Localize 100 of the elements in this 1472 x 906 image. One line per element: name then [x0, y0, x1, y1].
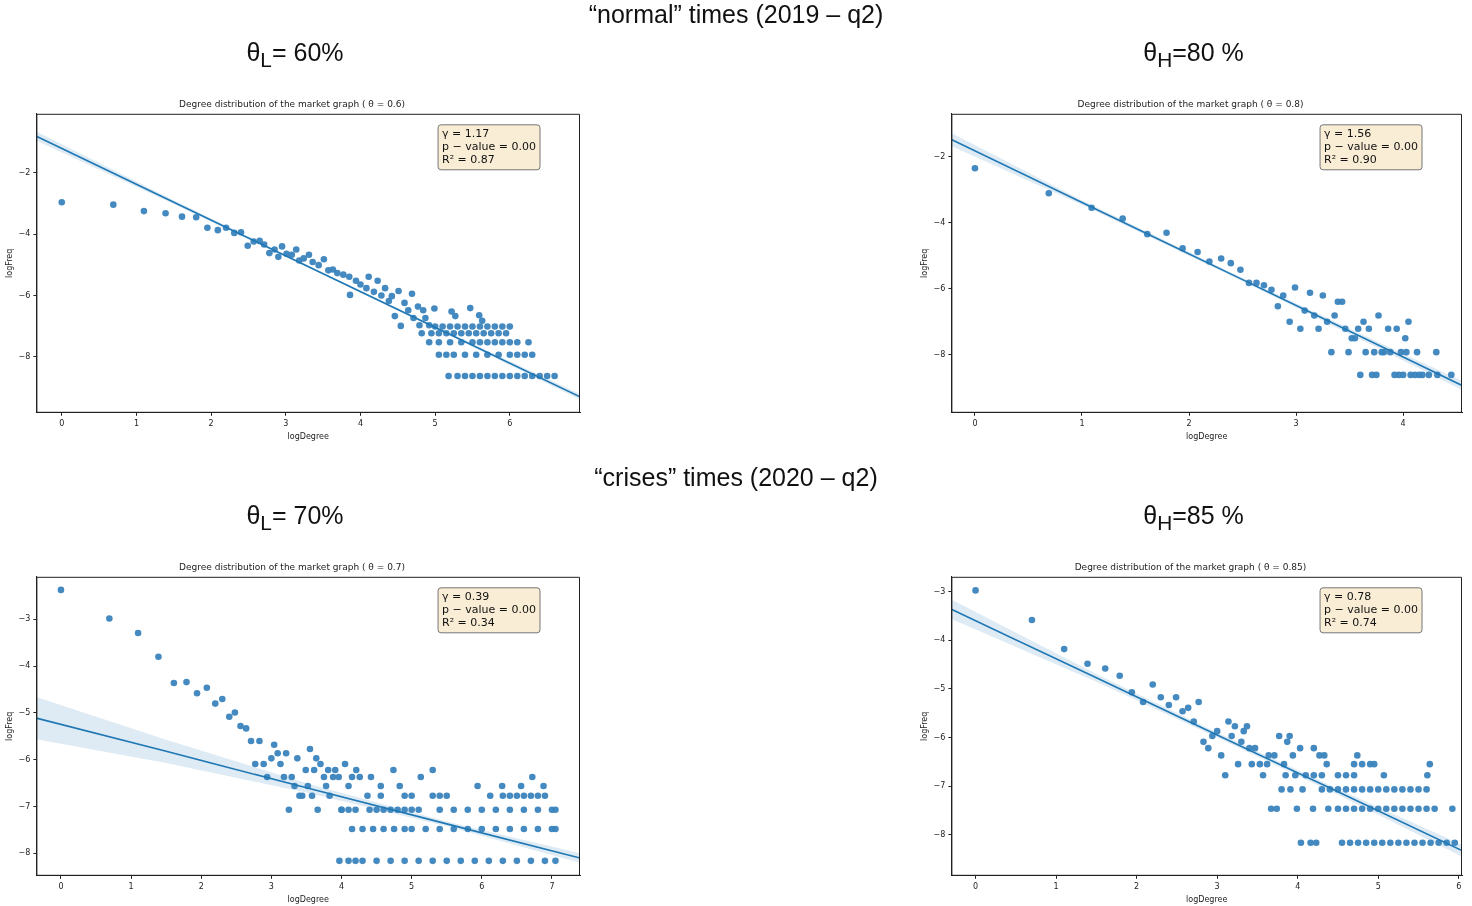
point	[390, 825, 398, 833]
point	[465, 329, 473, 337]
y-tick-label: −4	[933, 635, 946, 645]
point	[373, 806, 380, 814]
y-tick-label: −8	[18, 352, 31, 362]
x-tick-label: 1	[133, 418, 139, 428]
point	[454, 323, 461, 330]
point	[425, 338, 433, 346]
point	[471, 857, 479, 865]
point	[464, 806, 472, 814]
text: “normal” times (2019 – q2)	[587, 0, 885, 29]
point	[513, 792, 521, 800]
y-tick-label: −8	[933, 349, 946, 359]
point	[436, 792, 444, 800]
y-tick-label: −6	[18, 290, 31, 300]
annotation: γ = 1.17 p − value = 0.00 R² = 0.87	[442, 127, 537, 167]
y-tick-label: −3	[18, 614, 31, 624]
point	[1403, 839, 1410, 847]
point	[380, 825, 387, 833]
chart-title: Degree distribution of the market graph ( θ = 0.7)	[179, 561, 405, 572]
point	[534, 806, 542, 814]
point	[457, 329, 465, 337]
x-tick-label: 5	[1375, 881, 1381, 891]
y-tick-label: −4	[18, 661, 31, 671]
point	[1427, 839, 1434, 847]
point	[345, 857, 352, 865]
x-axis-title: logDegree	[287, 432, 329, 442]
point	[491, 372, 499, 380]
point	[528, 351, 536, 359]
point	[484, 372, 491, 380]
point	[422, 825, 429, 833]
y-tick-label: −4	[18, 229, 31, 239]
y-tick-label: −6	[933, 732, 946, 742]
point	[485, 857, 493, 865]
x-tick-label: 3	[1214, 881, 1220, 891]
point	[435, 329, 443, 337]
point	[1423, 805, 1430, 813]
point	[1342, 772, 1350, 779]
point	[520, 806, 528, 814]
point	[476, 372, 484, 380]
point	[1411, 839, 1418, 847]
point	[492, 825, 500, 833]
x-tick-label: 1	[128, 881, 134, 891]
point	[401, 806, 408, 814]
x-tick-label: 0	[58, 881, 64, 891]
x-tick-label: 2	[208, 418, 214, 428]
point	[521, 372, 529, 380]
point	[366, 806, 373, 814]
point	[401, 825, 408, 833]
point	[408, 792, 415, 800]
y-tick-label: −3	[933, 586, 946, 596]
point	[552, 806, 559, 814]
x-tick-label: 6	[479, 881, 485, 891]
point	[513, 372, 521, 380]
y-tick-label: −2	[933, 151, 946, 161]
point	[408, 806, 415, 814]
point	[418, 329, 425, 337]
point	[1395, 839, 1402, 847]
y-tick-label: −4	[933, 217, 946, 227]
chart-subtitle: θ$_{L}$= 60%	[245, 37, 345, 73]
point	[1391, 805, 1398, 813]
point	[450, 351, 458, 359]
y-tick-label: −2	[18, 167, 31, 177]
point	[1399, 786, 1406, 793]
point	[1354, 839, 1362, 847]
point	[534, 825, 542, 833]
x-tick-label: 0	[973, 881, 979, 891]
point	[336, 857, 343, 865]
x-tick-label: 0	[59, 418, 65, 428]
y-tick-label: −5	[18, 708, 31, 718]
point	[487, 329, 495, 337]
point	[1334, 772, 1342, 779]
x-tick-label: 6	[1456, 881, 1462, 891]
x-tick-label: 2	[198, 881, 204, 891]
point	[429, 792, 436, 800]
point	[1350, 805, 1358, 813]
annotation: γ = 0.39 p − value = 0.00 R² = 0.34	[442, 590, 537, 630]
point	[450, 825, 458, 833]
x-tick-label: 3	[1293, 418, 1299, 428]
y-axis-title: logFreq	[919, 711, 929, 741]
point	[443, 792, 451, 800]
point	[454, 372, 461, 380]
point	[469, 372, 476, 380]
point	[461, 323, 469, 330]
point	[1334, 805, 1342, 813]
point	[476, 323, 484, 330]
point	[439, 323, 446, 330]
point	[1391, 786, 1398, 793]
point	[457, 857, 465, 865]
point	[443, 351, 450, 359]
point	[478, 825, 486, 833]
point	[499, 338, 506, 346]
y-axis-title: logFreq	[4, 711, 14, 741]
point	[435, 351, 443, 359]
point	[401, 857, 408, 865]
point	[506, 338, 514, 346]
point	[446, 323, 454, 330]
x-tick-label: 4	[357, 418, 364, 428]
point	[513, 351, 521, 359]
point	[359, 825, 366, 833]
